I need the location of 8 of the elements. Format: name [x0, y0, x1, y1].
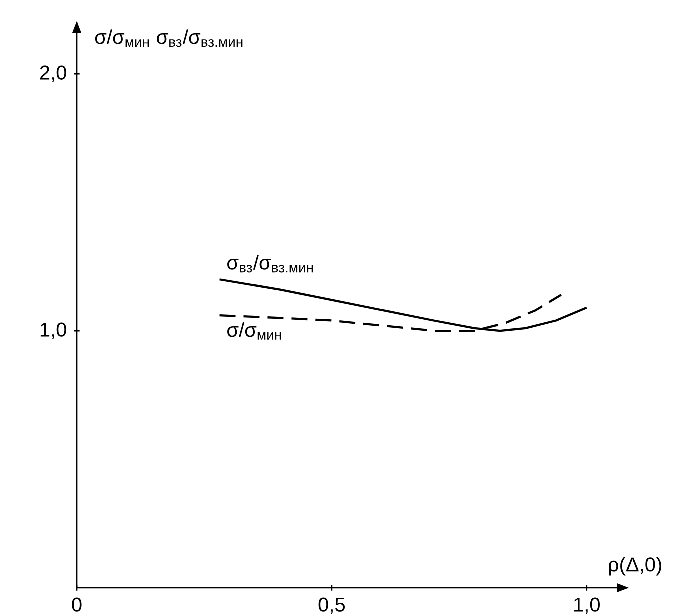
- y-axis-title: σ/σ$_{мин}$ σ$_{вз}$/σ$_{вз.мин}$: [95, 30, 243, 48]
- series-label: σ$_{вз}$/σ$_{вз.мин}$: [228, 255, 314, 273]
- x-tick-label: 1,0: [574, 598, 600, 614]
- x-tick-label: 0: [72, 598, 82, 612]
- x-tick-label: 0,5: [318, 598, 346, 614]
- y-tick-label: 2,0: [40, 66, 66, 82]
- series-label: σ/σ$_{мин}$: [228, 322, 282, 340]
- x-axis-title: ρ(Δ,0): [609, 557, 662, 576]
